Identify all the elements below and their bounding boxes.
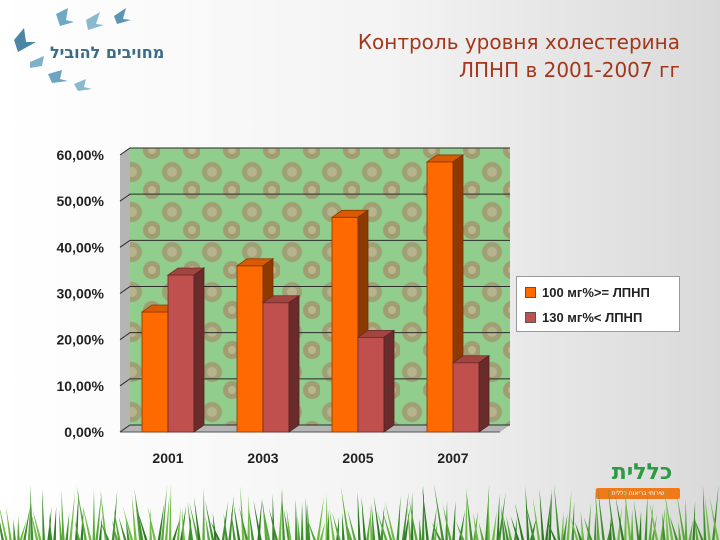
y-tick-label: 50,00% (57, 193, 105, 209)
bar-2001-series-2 (166, 267, 206, 433)
clalit-logo-name: כללית (611, 460, 673, 485)
gridline (119, 147, 510, 156)
gridline (119, 239, 510, 248)
y-tick-label: 40,00% (57, 239, 105, 255)
chart-title-line1: Контроль уровня холестерина (357, 30, 680, 54)
chart-legend: 100 мг%>= ЛПНП 130 мг%< ЛПНП (516, 276, 680, 332)
clalit-logo-tagline: שירותי בריאות כללית (596, 488, 680, 499)
gridline (119, 193, 510, 202)
gridline (119, 286, 510, 294)
legend-swatch-series-2 (525, 312, 536, 324)
y-tick-label: 0,00% (64, 424, 104, 440)
y-tick-label: 20,00% (57, 332, 105, 348)
legend-label-series-1: 100 мг%>= ЛПНП (542, 285, 650, 301)
clalit-logo-icon: כללית שירותי בריאות כללית (596, 460, 688, 502)
chart-title-line2: ЛПНП в 2001-2007 гг (458, 58, 680, 82)
x-tick-label-2005: 2005 (342, 450, 373, 466)
logo-left-text: מחויבים להוביל (50, 43, 165, 62)
x-tick-label-2007: 2007 (437, 450, 468, 466)
legend-item-series-1: 100 мг%>= ЛПНП (525, 284, 650, 300)
y-tick-label: 60,00% (57, 147, 105, 163)
y-tick-label: 10,00% (57, 378, 105, 394)
x-tick-label-2001: 2001 (152, 450, 183, 466)
legend-swatch-series-1 (525, 287, 536, 299)
x-tick-label-2003: 2003 (247, 450, 278, 466)
legend-label-series-2: 130 мг%< ЛПНП (542, 310, 643, 326)
y-tick-label: 30,00% (57, 286, 105, 302)
legend-item-series-2: 130 мг%< ЛПНП (525, 309, 642, 325)
chart-title: Контроль уровня холестерина ЛПНП в 2001-… (358, 28, 680, 84)
birds-icon (14, 8, 131, 91)
grass-decoration (0, 484, 720, 540)
bar-2007-series-2 (451, 354, 491, 433)
bar-2005-series-2 (356, 329, 396, 433)
bar-2003-series-2 (261, 294, 301, 433)
